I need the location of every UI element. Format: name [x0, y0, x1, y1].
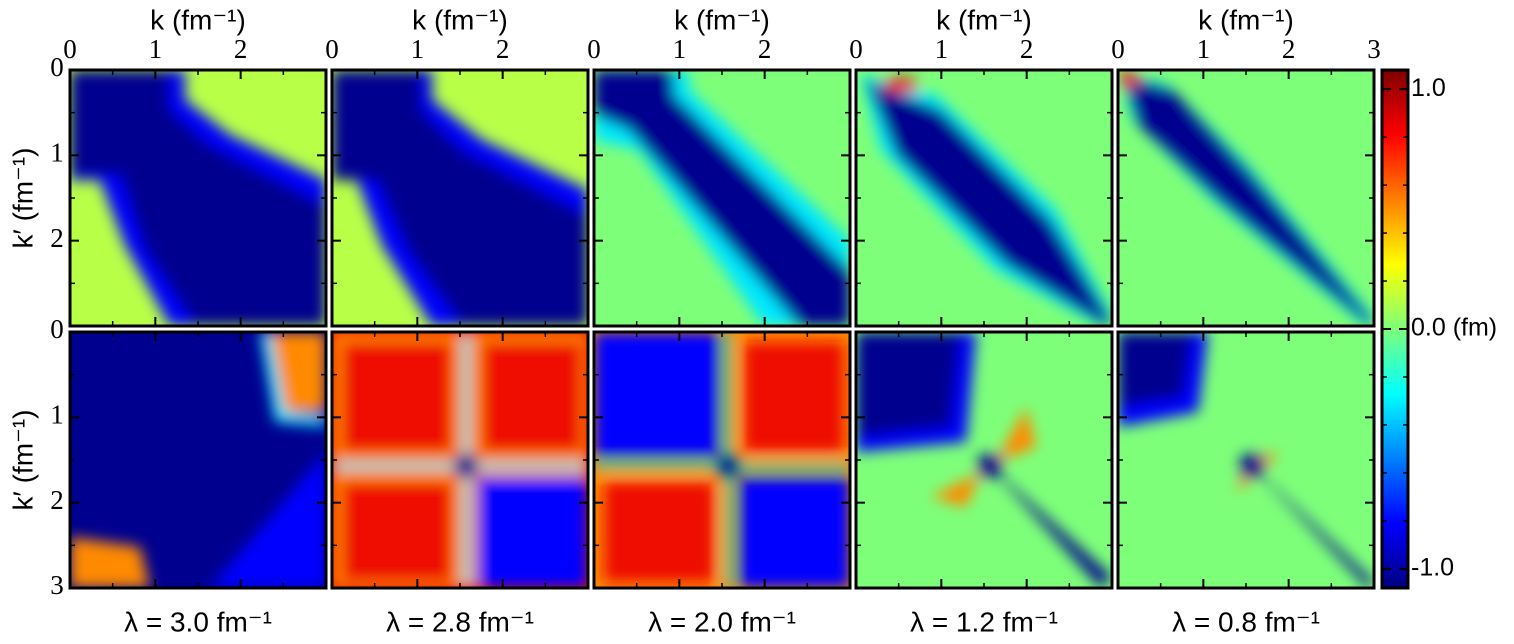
y-tick-label: 1	[50, 400, 64, 430]
colorbar-tick-label: 0.0 (fm)	[1411, 314, 1497, 342]
x-tick-label: 0	[849, 34, 863, 64]
x-tick-label: 0	[587, 34, 601, 64]
colorbar-tick-label: 1.0	[1411, 74, 1446, 102]
y-axis-label: k′ (fm⁻¹)	[7, 410, 38, 511]
heatmap	[332, 332, 588, 588]
heatmap	[70, 332, 326, 588]
y-tick-label: 1	[50, 138, 64, 168]
heatmap-region	[931, 472, 981, 507]
y-tick-label: 2	[50, 223, 64, 253]
heatmap	[856, 332, 1112, 588]
heatmap-region	[986, 462, 1112, 588]
heatmap-region	[455, 455, 477, 477]
x-axis-label: k (fm⁻¹)	[674, 4, 770, 35]
heatmap-region	[594, 332, 719, 457]
x-axis-label: k (fm⁻¹)	[412, 4, 508, 35]
heatmap	[594, 70, 850, 326]
y-tick-label: 3	[50, 570, 64, 600]
heatmap-field	[856, 332, 1112, 588]
x-tick-label: 2	[234, 34, 248, 64]
panel-caption: λ = 0.8 fm⁻¹	[1172, 606, 1320, 637]
x-tick-label: 0	[1111, 34, 1125, 64]
x-tick-label: 1	[935, 34, 949, 64]
heatmap-region	[717, 455, 739, 477]
heatmap-region	[1248, 462, 1374, 588]
x-tick-label: 1	[411, 34, 425, 64]
heatmap	[594, 332, 850, 588]
x-tick-label: 1	[149, 34, 163, 64]
heatmap	[856, 70, 1112, 326]
panel-caption: λ = 3.0 fm⁻¹	[124, 606, 272, 637]
heatmap-region	[477, 477, 588, 588]
heatmap-region	[866, 80, 1112, 326]
heatmap-field	[70, 70, 326, 326]
heatmap-field	[594, 332, 850, 588]
heatmap-field	[70, 332, 326, 588]
x-tick-label: 3	[1367, 34, 1381, 64]
y-tick-label: 0	[50, 52, 64, 82]
heatmap-region	[482, 342, 582, 452]
x-axis-label: k (fm⁻¹)	[936, 4, 1032, 35]
heatmap-region	[594, 70, 850, 326]
x-tick-label: 2	[758, 34, 772, 64]
y-tick-label: 0	[50, 314, 64, 344]
x-axis-label: k (fm⁻¹)	[150, 4, 246, 35]
heatmap-region	[1120, 72, 1138, 86]
heatmap-field	[332, 70, 588, 326]
x-tick-label: 0	[63, 34, 77, 64]
y-axis-label: k′ (fm⁻¹)	[7, 148, 38, 249]
y-tick-label: 2	[50, 485, 64, 515]
heatmap-region	[260, 332, 326, 427]
x-tick-label: 1	[1197, 34, 1211, 64]
heatmap-field	[594, 70, 850, 326]
heatmap-region	[886, 78, 916, 92]
panel-caption: λ = 1.2 fm⁻¹	[910, 606, 1058, 637]
heatmap-region	[744, 342, 844, 452]
x-tick-label: 0	[325, 34, 339, 64]
heatmap	[1118, 332, 1374, 588]
heatmap-region	[1241, 455, 1263, 477]
heatmap-region	[1118, 332, 1193, 407]
heatmap-field	[332, 332, 588, 588]
x-tick-label: 2	[1020, 34, 1034, 64]
x-tick-label: 2	[1282, 34, 1296, 64]
heatmap	[1118, 70, 1374, 326]
heatmap-region	[332, 70, 588, 326]
x-tick-label: 1	[673, 34, 687, 64]
heatmap-region	[210, 452, 326, 588]
heatmap	[332, 70, 588, 326]
heatmap	[70, 70, 326, 326]
heatmap-region	[342, 482, 452, 582]
heatmap-region	[342, 342, 452, 452]
x-tick-label: 2	[496, 34, 510, 64]
heatmap-region	[1123, 75, 1374, 326]
heatmap-region	[70, 70, 326, 326]
heatmap-field	[1118, 332, 1374, 588]
heatmap-region	[270, 332, 326, 412]
x-axis-label: k (fm⁻¹)	[1198, 4, 1294, 35]
panel-caption: λ = 2.0 fm⁻¹	[648, 606, 796, 637]
heatmap-region	[856, 332, 961, 437]
heatmap-region	[604, 482, 714, 582]
colorbar-tick-label: -1.0	[1411, 553, 1454, 581]
heatmap-field	[861, 75, 1112, 326]
heatmap-region	[70, 537, 150, 588]
heatmap-field	[1120, 72, 1374, 326]
heatmap-region	[979, 455, 1001, 477]
panel-caption: λ = 2.8 fm⁻¹	[386, 606, 534, 637]
heatmap-region	[739, 477, 850, 588]
heatmap-region	[996, 407, 1036, 462]
